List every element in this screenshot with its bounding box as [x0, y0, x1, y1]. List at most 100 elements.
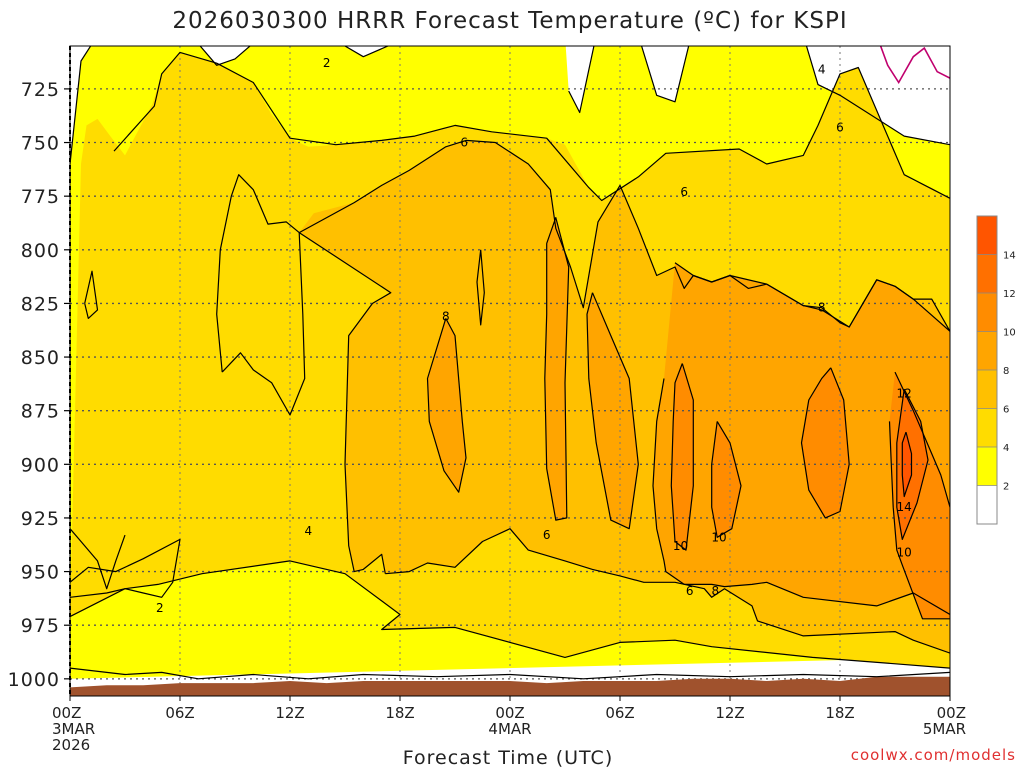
colorbar-bin-7: [977, 216, 997, 255]
x-tick-label-0-1: 3MAR: [52, 720, 95, 738]
contour-label-8: 14: [897, 500, 912, 514]
contour-label-10: 6: [543, 528, 551, 542]
contour-label-16: 2: [156, 601, 164, 615]
contour-line-4c-24: [84, 270, 99, 319]
contour-line-2c-1: [70, 46, 92, 165]
x-tick-label-42-0: 18Z: [825, 704, 854, 722]
contour-line-2c-11: [70, 667, 950, 680]
colorbar-bin-1: [977, 447, 997, 486]
x-tick-label-48-1: 5MAR: [923, 720, 966, 738]
x-tick-label-0-2: 2026: [52, 736, 90, 754]
x-tick-label-48-0: 00Z: [937, 704, 966, 722]
contour-label-4: 6: [680, 185, 688, 199]
colorbar-label-10: 10: [1003, 328, 1016, 339]
contour-line-12c-22: [896, 388, 929, 541]
colorbar-bin-6: [977, 254, 997, 293]
contour-label-13: 10: [897, 545, 912, 559]
plot-area: 2 4 6 6 6 8 8 12 14 4 6 10 10 10 6 8 2: [70, 46, 950, 696]
colorbar-bin-5: [977, 293, 997, 332]
y-tick-label-900: 900: [21, 454, 60, 476]
contour-line-10c-18: [711, 421, 742, 538]
y-tick-label-925: 925: [21, 508, 60, 530]
contour-label-layer: 2 4 6 6 6 8 8 12 14 4 6 10 10 10 6 8 2: [156, 56, 912, 615]
contour-line-8c-15: [674, 262, 950, 332]
freezing-line-1: [879, 46, 950, 85]
contour-line-10c-21: [888, 421, 950, 620]
terrain: [70, 676, 950, 696]
colorbar-label-12: 12: [1003, 289, 1016, 300]
contour-line-8c-12: [426, 318, 467, 493]
temp-region-9c-5: [587, 292, 639, 529]
y-tick-label-975: 975: [21, 615, 60, 637]
contour-line-4c-0: [113, 51, 950, 202]
contour-line-8c-13: [544, 217, 570, 521]
contour-line-layer: [70, 46, 950, 680]
contour-label-3: 6: [460, 136, 468, 150]
y-tick-label-825: 825: [21, 293, 60, 315]
x-tick-label-24-1: 4MAR: [488, 720, 531, 738]
y-tick-label-775: 775: [21, 186, 60, 208]
contour-line-2c-2: [199, 46, 251, 66]
contour-label-15: 8: [712, 584, 720, 598]
contour-line-2c-27: [70, 538, 181, 598]
x-tick-label-18-0: 18Z: [385, 704, 414, 722]
freezing-line-layer: [879, 46, 950, 85]
contour-label-6: 8: [818, 301, 826, 315]
y-tick-label-800: 800: [21, 240, 60, 262]
contour-label-12: 10: [711, 530, 726, 544]
x-axis-title: Forecast Time (UTC): [403, 747, 613, 768]
colorbar-label-2: 2: [1003, 482, 1009, 493]
contour-line-8c-14: [586, 292, 639, 530]
contour-line-6c-28: [476, 249, 485, 326]
chart-title: 2026030300 HRRR Forecast Temperature (ºC…: [172, 8, 847, 34]
watermark: coolwx.com/models: [851, 746, 1016, 764]
colorbar: 2 4 6 8 10 12 14: [976, 215, 1016, 525]
colorbar-label-8: 8: [1003, 366, 1009, 377]
x-tick-label-30-0: 06Z: [605, 704, 634, 722]
temp-region-9c-4: [544, 217, 569, 521]
temp-region-11c-9: [801, 367, 850, 518]
contour-label-7: 12: [897, 387, 912, 401]
contour-line-8c-16: [652, 378, 950, 616]
x-tick-label-24-0: 00Z: [495, 704, 524, 722]
contour-line-14c-23: [901, 431, 913, 498]
y-tick-label-1000: 1000: [8, 669, 60, 691]
contour-line-6c-9: [385, 528, 950, 654]
contour-label-9: 4: [305, 524, 313, 538]
contour-label-5: 8: [442, 309, 450, 323]
contour-line-10c-19: [800, 367, 850, 519]
contour-label-2: 6: [836, 121, 844, 135]
x-tick-label-36-0: 12Z: [715, 704, 744, 722]
contour-line-10c-17: [670, 363, 694, 551]
temp-region-9c-3: [427, 318, 466, 493]
contour-line-6c-8: [298, 232, 392, 574]
contour-line-4c-25: [216, 174, 306, 416]
contour-label-1: 4: [818, 63, 826, 77]
grid-layer: [70, 46, 950, 696]
contour-line-2c-3: [343, 46, 390, 58]
y-tick-label-750: 750: [21, 133, 60, 155]
contour-line-10c-20: [894, 371, 950, 508]
contour-line-2c-4: [568, 46, 595, 114]
terrain-layer: [70, 676, 950, 696]
x-tick-label-12-0: 12Z: [275, 704, 304, 722]
y-tick-label-875: 875: [21, 401, 60, 423]
contour-line-2c-5: [640, 46, 690, 103]
axis-layer: 725 750 775 800 825 850 875 900 925 950 975 1000 00Z…: [8, 79, 966, 754]
colorbar-label-6: 6: [1003, 405, 1009, 416]
temp-region-11c-8: [711, 421, 741, 538]
x-tick-label-6-0: 06Z: [165, 704, 194, 722]
colorbar-bin-2: [977, 408, 997, 447]
contour-label-11: 10: [673, 539, 688, 553]
contour-line-2c-6: [805, 46, 950, 146]
y-tick-label-725: 725: [21, 79, 60, 101]
contour-line-4c-10: [70, 560, 950, 669]
colorbar-label-4: 4: [1003, 443, 1009, 454]
contour-label-14: 6: [686, 584, 694, 598]
colorbar-bin-3: [977, 370, 997, 409]
colorbar-bin-4: [977, 331, 997, 370]
x-tick-label-0-0: 00Z: [52, 704, 81, 722]
contour-label-0: 2: [323, 56, 331, 70]
